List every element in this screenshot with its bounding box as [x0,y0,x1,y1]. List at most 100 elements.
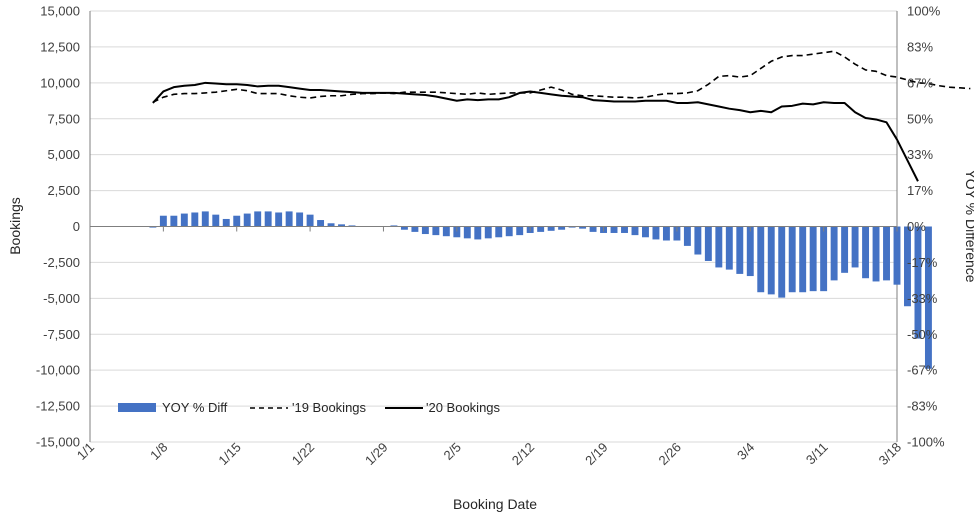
left-tick-label: -12,500 [36,399,80,414]
left-tick-label: 7,500 [47,111,80,126]
line-20-bookings [152,81,919,182]
left-tick-label: 2,500 [47,183,80,198]
yoy-bar [442,226,450,237]
yoy-bar [254,211,262,227]
yoy-bar [317,220,325,227]
yoy-bar [893,226,901,285]
yoy-bar [296,212,304,227]
right-tick-label: 67% [907,75,933,90]
line-19-bookings [152,50,971,103]
yoy-bar [809,226,817,292]
yoy-bar [285,211,293,227]
left-tick-label: 10,000 [40,75,80,90]
left-tick-label: -10,000 [36,363,80,378]
x-tick-label: 3/4 [734,440,757,463]
yoy-bar [830,226,838,281]
x-tick-label: 2/5 [441,440,464,463]
axes [89,226,898,232]
yoy-bar [736,226,744,274]
left-tick-label: -7,500 [43,327,80,342]
x-tick-label: 1/8 [147,440,170,463]
yoy-bar [421,226,429,235]
x-tick-label: 3/18 [876,440,905,469]
yoy-bar [432,226,440,236]
yoy-bar [558,226,566,230]
yoy-bar [694,226,702,255]
yoy-bar [149,226,157,228]
yoy-bar [642,226,649,238]
x-tick-label: 2/26 [656,440,685,469]
yoy-bar [631,226,639,236]
left-tick-label: -15,000 [36,435,80,450]
yoy-bar [841,226,849,273]
yoy-bar [400,226,408,230]
yoy-bar [463,226,471,239]
right-tick-label: -17% [907,255,938,270]
legend: YOY % Diff '19 Bookings '20 Bookings [118,400,501,415]
right-tick-label: 33% [907,147,933,162]
yoy-bar [872,226,880,282]
right-tick-label: 17% [907,183,933,198]
x-tick-label: 1/22 [289,440,318,469]
yoy-bar [505,226,513,237]
yoy-bar [484,226,492,239]
yoy-bar [338,224,345,227]
yoy-bar [159,215,167,227]
yoy-bar [914,226,922,339]
left-axis-title: Bookings [7,197,23,255]
yoy-bar [327,223,335,227]
right-axis-tick-labels: 100% 83% 67% 50% 33% 17% 0% -17% -33% -50% -67% -83… [907,4,945,450]
yoy-bar [474,226,482,240]
left-tick-label: 5,000 [47,147,80,162]
yoy-bar [851,226,859,268]
yoy-bar [799,226,807,293]
left-tick-label: 0 [73,219,80,234]
yoy-bar [348,225,356,227]
yoy-bar [222,218,230,227]
yoy-bar [390,225,398,227]
x-axis-tick-labels: 1/1 1/8 1/15 1/22 1/29 2/5 2/12 2/19 2/26 3/4 3/11… [74,440,904,469]
yoy-bar [201,211,209,227]
legend-label-19: '19 Bookings [292,400,367,415]
right-tick-label: -33% [907,291,938,306]
right-tick-label: -50% [907,327,938,342]
yoy-bar [516,226,524,236]
left-axis-tick-labels: 15,000 12,500 10,000 7,500 5,000 2,500 0 -2,500… [36,4,80,450]
legend-label-bars: YOY % Diff [162,400,228,415]
yoy-bar [212,214,220,227]
booking-lines [152,50,971,182]
yoy-bar [170,215,178,227]
yoy-bar [537,226,545,232]
yoy-bar [652,226,660,240]
yoy-bar [904,226,911,307]
yoy-bar [820,226,828,292]
left-tick-label: -2,500 [43,255,80,270]
x-tick-label: 3/11 [803,440,831,468]
yoy-bar [306,214,314,227]
x-axis-title: Booking Date [453,496,537,512]
yoy-bar [767,226,775,295]
yoy-bar [453,226,461,238]
yoy-bar [568,226,576,228]
x-tick-label: 1/29 [362,440,391,469]
right-axis-title: YOY % Difference [963,169,974,282]
yoy-bar [233,215,241,227]
yoy-bar [547,226,555,231]
yoy-bar [725,226,733,270]
right-tick-label: 50% [907,111,933,126]
yoy-bar [180,213,188,227]
yoy-bar [862,226,870,279]
left-tick-label: 12,500 [40,39,80,54]
yoy-bar [662,226,670,241]
left-tick-label: 15,000 [40,4,80,19]
yoy-bar [683,226,691,246]
yoy-bar [757,226,765,293]
yoy-bar [243,213,251,227]
right-tick-label: -67% [907,363,938,378]
yoy-bar [778,226,786,298]
yoy-bar [746,226,754,277]
right-tick-label: -83% [907,399,938,414]
yoy-bar [589,226,597,232]
yoy-bar [788,226,796,293]
